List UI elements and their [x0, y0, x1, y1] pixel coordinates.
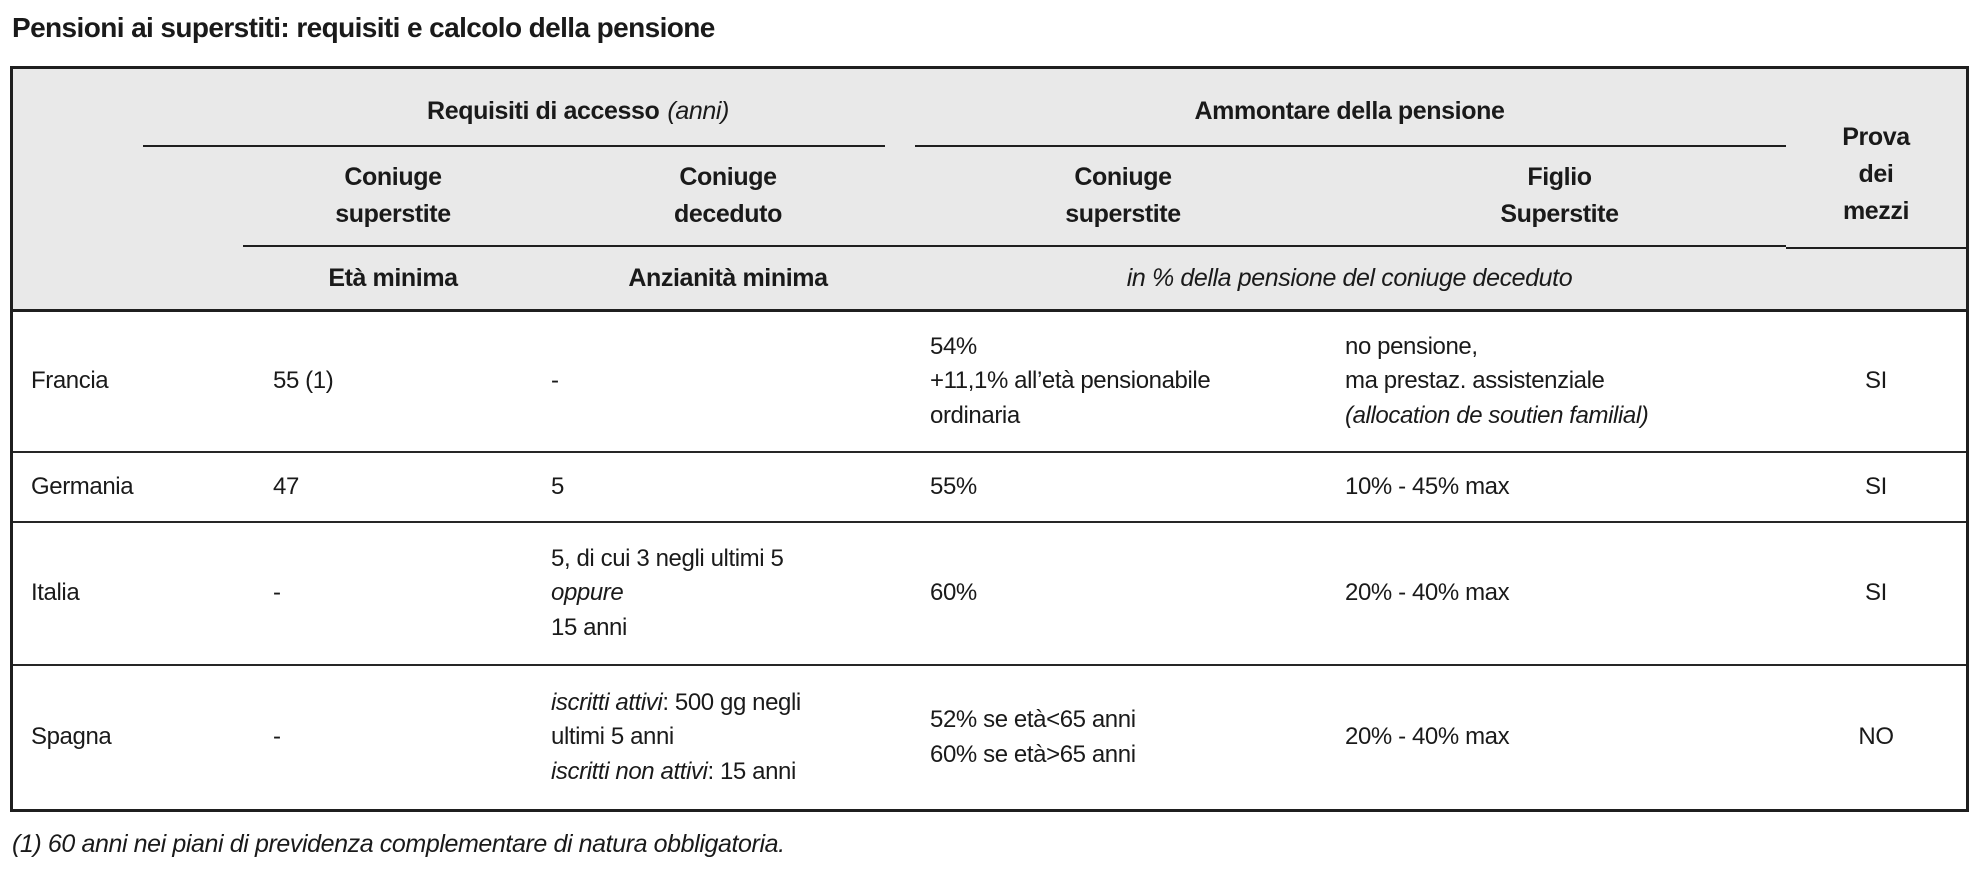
- cell-italia-child-amount: 20% - 40% max: [1333, 521, 1786, 664]
- cell-italia-min-seniority: 5, di cui 3 negli ultimi 5 oppure 15 anni: [543, 521, 913, 664]
- means-test-value: SI: [1865, 472, 1887, 500]
- header-amount-spouse-survivor: Coniuge superstite: [913, 147, 1333, 247]
- min-age-value: 47: [273, 472, 299, 500]
- pension-table: Requisiti di accesso (anni) Ammontare del…: [10, 66, 1969, 812]
- country-label: Germania: [31, 472, 134, 500]
- cell-italia-min-age: -: [243, 521, 543, 664]
- cell-spagna-spouse-amount: 52% se età<65 anni 60% se età>65 anni: [913, 664, 1333, 809]
- header-access-spouse-survivor: Coniuge superstite: [243, 147, 543, 247]
- min-seniority-value: -: [551, 367, 559, 395]
- cell-spagna-child-amount: 20% - 40% max: [1333, 664, 1786, 809]
- header-min-age: Età minima: [243, 247, 543, 309]
- cell-spagna-means-test: NO: [1786, 664, 1966, 809]
- cell-spagna-min-seniority: iscritti attivi: 500 gg negli ultimi 5 an…: [543, 664, 913, 809]
- cell-germania-spouse-amount: 55%: [913, 451, 1333, 521]
- min-seniority-value: 5, di cui 3 negli ultimi 5 oppure 15 anni: [551, 545, 784, 641]
- country-label: Francia: [31, 367, 109, 395]
- child-amount-value: 10% - 45% max: [1345, 472, 1510, 500]
- min-seniority-value: iscritti attivi: 500 gg negli ultimi 5 an…: [551, 689, 801, 785]
- amount-group-underline: [915, 145, 1814, 147]
- child-amount-value: no pensione, ma prestaz. assistenziale (al…: [1345, 333, 1649, 429]
- header-means-test: Prova dei mezzi: [1786, 69, 1966, 309]
- header-group-amount: Ammontare della pensione: [913, 69, 1814, 147]
- cell-italia-spouse-amount: 60%: [913, 521, 1333, 664]
- footnote: (1) 60 anni nei piani di previdenza comp…: [12, 830, 785, 858]
- min-age-value: -: [273, 723, 281, 751]
- child-amount-value: 20% - 40% max: [1345, 579, 1510, 607]
- header-corner-cell: [13, 69, 243, 309]
- header-group-access-unit: (anni): [667, 96, 729, 125]
- country-label: Italia: [31, 579, 80, 607]
- cell-germania-min-seniority: 5: [543, 451, 913, 521]
- means-test-value: SI: [1865, 367, 1887, 395]
- cell-francia-spouse-amount: 54% +11,1% all’età pensionabile ordinaria: [913, 309, 1333, 451]
- header-min-seniority: Anzianità minima: [543, 247, 913, 309]
- cell-germania-min-age: 47: [243, 451, 543, 521]
- cell-germania-country: Germania: [13, 451, 243, 521]
- header-group-amount-label: Ammontare della pensione: [1194, 96, 1505, 125]
- means-test-value: SI: [1865, 579, 1887, 607]
- min-seniority-value: 5: [551, 472, 564, 500]
- cell-italia-country: Italia: [13, 521, 243, 664]
- header-group-access: Requisiti di accesso (anni): [143, 69, 913, 147]
- cell-francia-child-amount: no pensione, ma prestaz. assistenziale (al…: [1333, 309, 1786, 451]
- min-age-value: 55 (1): [273, 367, 334, 395]
- cell-italia-means-test: SI: [1786, 521, 1966, 664]
- access-group-underline: [143, 145, 885, 147]
- spouse-amount-value: 52% se età<65 anni 60% se età>65 anni: [930, 706, 1136, 768]
- country-label: Spagna: [31, 723, 112, 751]
- header-access-spouse-deceased: Coniuge deceduto: [543, 147, 913, 247]
- cell-germania-child-amount: 10% - 45% max: [1333, 451, 1786, 521]
- header-amount-child-survivor: Figlio Superstite: [1333, 147, 1786, 247]
- page-title: Pensioni ai superstiti: requisiti e calc…: [12, 12, 715, 43]
- cell-francia-country: Francia: [13, 309, 243, 451]
- cell-germania-means-test: SI: [1786, 451, 1966, 521]
- spouse-amount-value: 54% +11,1% all’età pensionabile ordinaria: [930, 333, 1211, 429]
- spouse-amount-value: 60%: [930, 579, 977, 607]
- child-amount-value: 20% - 40% max: [1345, 723, 1510, 751]
- header-group-access-label: Requisiti di accesso: [427, 96, 660, 125]
- spouse-amount-value: 55%: [930, 472, 977, 500]
- means-test-value: NO: [1858, 723, 1894, 751]
- cell-spagna-country: Spagna: [13, 664, 243, 809]
- cell-francia-min-seniority: -: [543, 309, 913, 451]
- cell-francia-min-age: 55 (1): [243, 309, 543, 451]
- cell-spagna-min-age: -: [243, 664, 543, 809]
- cell-francia-means-test: SI: [1786, 309, 1966, 451]
- min-age-value: -: [273, 579, 281, 607]
- header-amount-note: in % della pensione del coniuge deceduto: [913, 247, 1786, 309]
